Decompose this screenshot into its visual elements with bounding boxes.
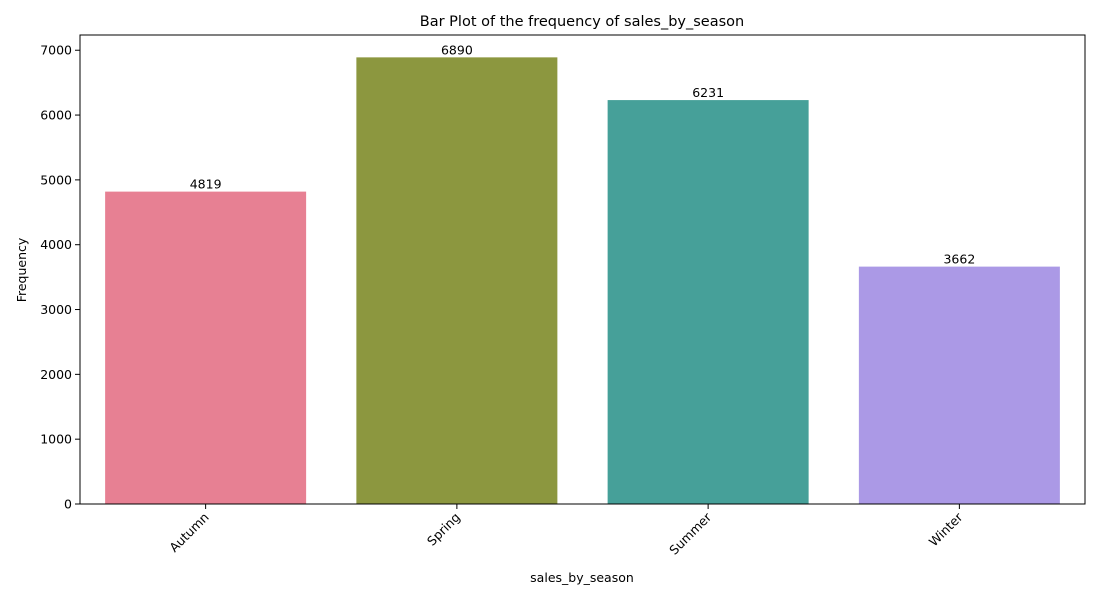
y-tick-label-3000: 3000 bbox=[40, 302, 72, 317]
y-axis: 0 1000 2000 3000 4000 5000 6000 7000 bbox=[40, 43, 80, 512]
data-label-autumn: 4819 bbox=[190, 177, 222, 192]
y-tick-label-7000: 7000 bbox=[40, 43, 72, 58]
y-tick-label-4000: 4000 bbox=[40, 237, 72, 252]
y-tick-label-5000: 5000 bbox=[40, 172, 72, 187]
x-axis-label: sales_by_season bbox=[530, 570, 634, 585]
data-label-summer: 6231 bbox=[692, 85, 724, 100]
plot-frame bbox=[79, 34, 1086, 505]
bar-autumn bbox=[105, 191, 307, 504]
bar-winter bbox=[858, 266, 1060, 504]
data-label-winter: 3662 bbox=[943, 252, 975, 267]
data-labels-group: 4819 6890 6231 3662 bbox=[190, 42, 976, 266]
data-label-spring: 6890 bbox=[441, 42, 473, 57]
bar-summer bbox=[607, 100, 809, 504]
y-tick-label-0: 0 bbox=[64, 497, 72, 512]
y-tick-label-1000: 1000 bbox=[40, 432, 72, 447]
bar-spring bbox=[356, 57, 558, 505]
y-tick-label-6000: 6000 bbox=[40, 108, 72, 123]
chart-title: Bar Plot of the frequency of sales_by_se… bbox=[420, 14, 744, 30]
y-axis-label: Frequency bbox=[14, 237, 29, 302]
y-tick-label-2000: 2000 bbox=[40, 367, 72, 382]
bars-group bbox=[105, 57, 1060, 505]
